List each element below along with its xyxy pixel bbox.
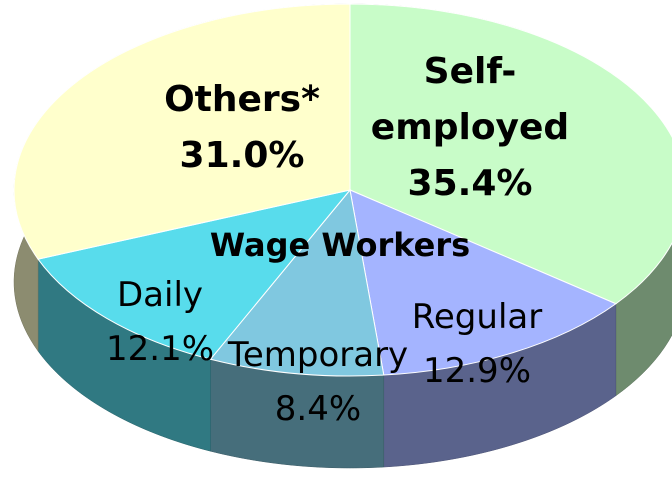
value-label: 8.4% xyxy=(274,389,362,429)
category-label: Regular xyxy=(411,297,543,337)
slice xyxy=(37,189,352,360)
category-label: Daily xyxy=(116,275,204,315)
slice-label: Others* 31.0% xyxy=(164,72,320,184)
slice-label: Daily 12.1% xyxy=(106,268,214,376)
slice xyxy=(209,188,385,377)
slice-label: Temporary 8.4% xyxy=(228,328,408,436)
value-label: 12.9% xyxy=(422,351,531,391)
annotation: Wage Workers xyxy=(209,226,471,264)
value-label: 12.1% xyxy=(105,329,215,369)
slice xyxy=(349,189,617,376)
value-label: 35.4% xyxy=(407,163,533,204)
slice-label: Regular 12.9% xyxy=(412,290,542,398)
slice xyxy=(13,3,351,260)
slice-label: Self-employed 35.4% xyxy=(370,44,570,212)
category-label: Others* xyxy=(164,79,320,120)
slice xyxy=(349,3,672,305)
category-label: Self-employed xyxy=(370,51,570,148)
value-label: 31.0% xyxy=(179,135,305,176)
category-label: Temporary xyxy=(227,335,409,375)
